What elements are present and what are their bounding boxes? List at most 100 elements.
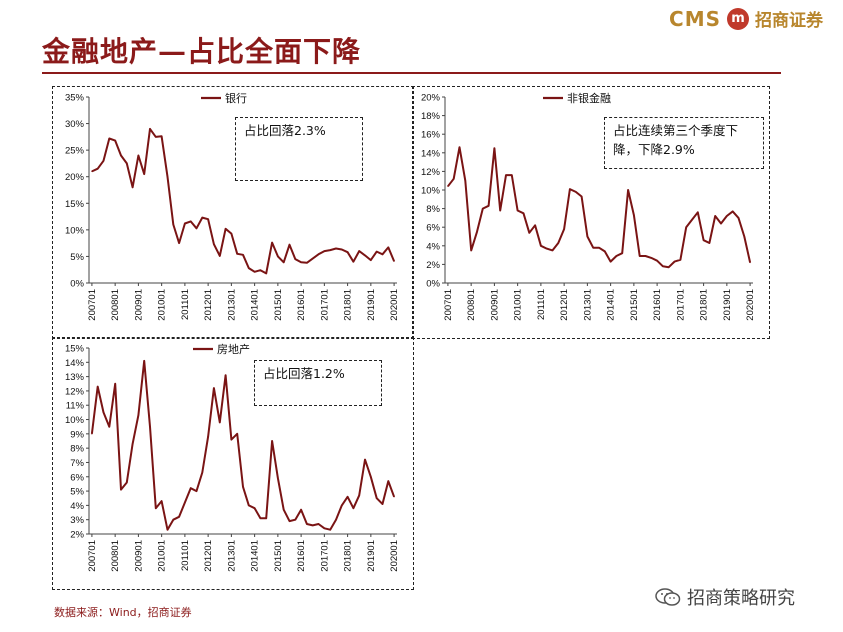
wechat-label: 招商策略研究 [687,588,795,609]
x-tick-label: 201601 [652,289,663,321]
data-point [341,248,343,251]
data-point [120,154,122,157]
data-point [370,259,372,261]
x-tick-label: 201301 [226,540,237,572]
y-tick-label: 20% [421,93,441,104]
data-point [580,195,583,198]
y-tick-label: 5% [70,487,84,498]
data-point [149,128,151,130]
y-tick-label: 8% [426,204,440,215]
x-tick-label: 200701 [87,289,98,321]
data-point [283,261,285,263]
data-point [493,147,495,149]
x-tick-label: 201401 [606,289,617,321]
data-point [259,517,262,519]
x-tick-label: 200901 [133,289,144,321]
x-tick-label: 201801 [343,540,354,572]
data-point [703,239,705,241]
data-point [242,254,244,256]
data-point [317,523,320,525]
data-point [190,220,192,222]
data-point [149,426,151,428]
data-point [592,247,594,249]
data-point [551,249,554,252]
x-tick-label: 201801 [699,289,710,321]
chart-panel-bank: 0% 5% 10% 15% 20% 25% 30% 35% 200701 200801 200901… [52,86,414,339]
data-point [329,249,331,251]
data-point [201,471,203,474]
data-point [248,267,250,269]
y-tick-label: 35% [65,93,85,104]
data-point [517,209,519,212]
note-bank: 占比回落2.3% [235,117,363,181]
y-tick-label: 12% [421,167,441,178]
y-tick-label: 2% [426,260,440,271]
x-tick-label: 201201 [203,540,214,572]
x-tick-label: 201401 [250,289,261,321]
data-point [254,507,256,509]
data-point [108,137,110,140]
chart-nonbank: 0% 2% 4% 6% 8% 10% 12% 14% 16% 18% 20% 200701 200801… [421,91,756,321]
y-tick-label: 11% [66,401,85,412]
x-tick-label: 201101 [180,540,191,571]
y-tick-label: 25% [65,146,85,157]
data-point [575,191,577,193]
data-point [300,509,302,511]
data-point [224,374,227,376]
y-tick-label: 0% [426,279,440,290]
x-tick-label: 201801 [343,289,354,321]
y-tick-label: 4% [70,501,84,512]
data-point [347,251,349,253]
data-point [300,261,302,263]
data-point [347,496,349,498]
data-point [464,180,466,182]
title-divider [42,72,781,74]
x-tick-label: 201301 [226,289,237,321]
data-point [358,494,360,496]
data-point [97,168,99,170]
data-point [341,504,343,506]
wechat-watermark: 招商策略研究 [655,584,795,610]
data-point [126,162,128,165]
y-tick-label: 30% [65,119,85,130]
y-tick-label: 9% [70,429,84,440]
data-point [604,250,606,252]
data-point [230,438,232,441]
data-point [242,486,244,488]
x-tick-label: 202001 [745,289,756,321]
legend-label: 房地产 [217,342,250,356]
data-point [691,219,693,221]
data-point [248,504,250,506]
x-tick-label: 201901 [366,289,377,321]
x-tick-label: 201101 [180,289,191,320]
x-tick-label: 201001 [513,289,524,321]
data-point [708,242,711,244]
data-point [352,507,355,509]
data-point [487,205,490,207]
data-point [172,519,174,521]
data-point [294,519,296,521]
x-tick-label: 201001 [157,540,168,572]
data-point [546,247,548,250]
data-point [131,186,134,188]
y-tick-label: 14% [421,148,441,159]
data-point [650,257,652,259]
y-tick-label: 6% [426,223,440,234]
x-tick-label: 201501 [629,289,640,321]
note-realestate: 占比回落1.2% [254,360,382,406]
x-tick-label: 201101 [536,289,547,320]
data-point [685,226,687,228]
data-point [352,261,355,263]
logo-badge-icon: m [727,7,749,30]
data-point [598,247,600,249]
data-point [364,254,366,256]
x-tick-label: 201501 [273,289,284,321]
data-point [265,517,267,519]
y-tick-label: 14% [65,358,85,369]
y-tick-label: 7% [70,458,84,469]
data-point [505,174,507,176]
data-point [161,500,163,502]
data-point [476,231,478,233]
data-point [673,261,676,263]
data-point [271,242,273,244]
